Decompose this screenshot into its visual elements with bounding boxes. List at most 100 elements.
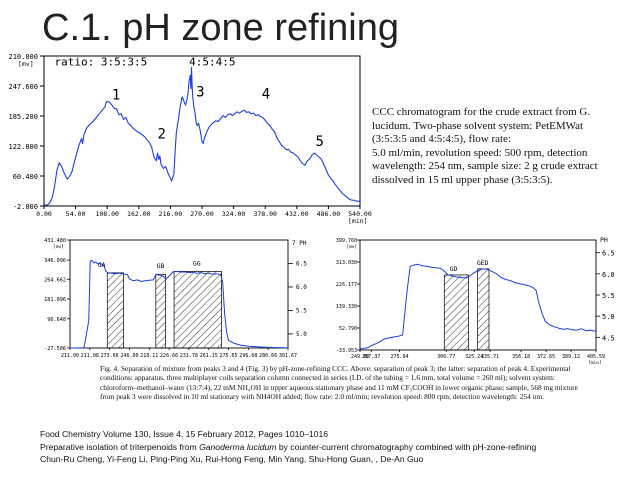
reference-title-suffix: by counter-current chromatography combin… xyxy=(276,441,537,452)
x-tick-label: 324.00 xyxy=(222,210,246,218)
ph-tick-label: 5.0 xyxy=(296,331,307,338)
zone-label: GB xyxy=(157,262,165,270)
zone-label: GG xyxy=(193,259,201,267)
reference-title-italic: Ganoderma lucidum xyxy=(199,441,277,452)
hatched-zone xyxy=(106,272,124,349)
y-unit-label: [mv] xyxy=(18,60,34,68)
description-line: wavelength: 254 nm, sample size: 2 g cru… xyxy=(372,160,598,173)
y-tick-label: -33.953 xyxy=(336,348,357,354)
ratio-label: 4:5:4:5 xyxy=(189,56,235,69)
y-tick-label: 52.790 xyxy=(339,326,357,332)
figure-caption: Fig. 4. Separation of mixture from peaks… xyxy=(100,364,578,402)
hatched-zone xyxy=(443,274,469,351)
ph-tick-label: 6.5 xyxy=(602,250,615,258)
x-tick-label: 211.00 xyxy=(61,353,79,359)
ph-tick-label: 6.0 xyxy=(296,284,307,291)
chromatogram-trace xyxy=(359,263,597,350)
x-tick-label: 270.00 xyxy=(190,210,214,218)
hatched-zone xyxy=(155,273,166,349)
y-tick-label: 185.200 xyxy=(8,113,38,121)
x-tick-label: 218.11 xyxy=(140,353,158,359)
x-tick-label: 335.71 xyxy=(481,354,499,360)
reference: Food Chemistry Volume 130, Issue 4, 15 F… xyxy=(40,428,630,466)
x-tick-label: 325.24 xyxy=(465,354,483,360)
x-tick-label: 405.59 xyxy=(587,354,605,360)
ratio-label: ratio: 3:5:3:5 xyxy=(55,56,148,69)
y-tick-label: 181.096 xyxy=(44,297,66,303)
y-tick-label: 247.600 xyxy=(8,83,38,91)
reference-authors: Chun-Ru Cheng, Yi-Feng Li, Ping-Ping Xu,… xyxy=(40,454,424,465)
chromatogram-trace xyxy=(44,66,360,206)
x-tick-label: 540.00 xyxy=(348,210,372,218)
peak-label: 2 xyxy=(158,127,166,143)
fig4-above-chart: GA GB GG 431.480 346.096 264.662 181.096 96.648… xyxy=(44,238,307,359)
y-tick-label: 346.096 xyxy=(44,258,66,264)
x-tick-label: 246.00 xyxy=(120,353,138,359)
peak-label: 3 xyxy=(196,84,204,100)
y-unit-label: [mv] xyxy=(53,244,64,250)
y-tick-label: -2.000 xyxy=(13,203,38,211)
ph-tick-label: 5.5 xyxy=(296,307,307,314)
x-tick-label: 249.90 xyxy=(351,354,369,360)
peak-label: 5 xyxy=(316,134,324,150)
description-line: dissolved in 15 ml upper phase (3:5:3:5)… xyxy=(372,173,553,186)
zone-label: GA xyxy=(98,261,106,269)
x-tick-label: 378.00 xyxy=(253,210,277,218)
x-tick-label: 216.00 xyxy=(159,210,183,218)
ph-tick-label: 6.5 xyxy=(296,260,307,267)
x-tick-label: 432.00 xyxy=(285,210,309,218)
description-line: CCC chromatogram for the crude extract f… xyxy=(372,106,591,118)
y-tick-label: 399.760 xyxy=(336,238,357,244)
hatched-zone xyxy=(173,271,222,349)
y-tick-label: -27.506 xyxy=(44,346,66,352)
x-tick-label: 231.78 xyxy=(180,353,198,359)
x-tick-label: 0.00 xyxy=(36,210,52,218)
y-tick-label: 210.000 xyxy=(8,53,38,61)
ph-tick-label: 5.0 xyxy=(602,313,615,321)
y-tick-label: 431.480 xyxy=(44,238,66,244)
x-unit-label: [min] xyxy=(588,360,602,364)
x-unit-label: [min] xyxy=(348,217,368,225)
x-tick-label: 372.65 xyxy=(537,354,555,360)
x-tick-label: 296.68 xyxy=(239,353,257,359)
x-tick-label: 108.00 xyxy=(95,210,119,218)
zone-label: GD xyxy=(450,265,458,273)
x-tick-label: 389.12 xyxy=(562,354,580,360)
y-tick-label: 60.400 xyxy=(13,173,38,181)
x-tick-label: 162.00 xyxy=(127,210,151,218)
plot-frame xyxy=(43,55,361,207)
x-tick-label: 211.08 xyxy=(81,353,99,359)
x-tick-label: 306.77 xyxy=(437,354,455,360)
peak-label: 4 xyxy=(262,86,270,102)
chromatogram-trace xyxy=(70,259,289,349)
x-tick-label: 273.66 xyxy=(101,353,119,359)
ph-axis-label: PH xyxy=(600,236,608,244)
x-tick-label: 486.00 xyxy=(317,210,341,218)
y-unit-label: [mv] xyxy=(346,244,357,250)
ph-axis-label: 7 PH xyxy=(292,240,307,247)
y-tick-label: 96.648 xyxy=(47,317,66,323)
y-tick-label: 313.030 xyxy=(336,260,357,266)
x-tick-label: 280.66 xyxy=(259,353,277,359)
y-tick-label: 122.800 xyxy=(8,143,38,151)
peak-label: 1 xyxy=(112,87,120,103)
zone-label: GED xyxy=(477,259,489,267)
ph-tick-label: 6.0 xyxy=(602,271,615,279)
main-chromatogram-chart: 210.000 247.600 185.200 122.800 60.400 -2.000… xyxy=(8,53,372,225)
x-tick-label: 226.66 xyxy=(160,353,178,359)
fig4-latter-chart: GD GED 399.760 313.030 226.177 139.330 52.790 -… xyxy=(336,236,615,364)
x-tick-label: 261.15 xyxy=(200,353,218,359)
x-tick-label: 301.67 xyxy=(279,353,297,359)
slide-title: C.1. pH zone refining xyxy=(42,7,399,49)
y-tick-label: 264.662 xyxy=(44,277,66,283)
ph-tick-label: 4.5 xyxy=(602,334,615,342)
x-tick-label: 257.37 xyxy=(362,354,380,360)
chromatogram-description: CCC chromatogram for the crude extract f… xyxy=(372,106,608,188)
reference-title: Preparative isolation of triterpenoids f… xyxy=(40,441,630,454)
reference-title-prefix: Preparative isolation of triterpenoids f… xyxy=(40,441,200,452)
ph-tick-label: 5.5 xyxy=(602,292,615,300)
x-tick-label: 275.65 xyxy=(220,353,238,359)
description-line: lucidum. Two-phase solvent system: PetEM… xyxy=(372,119,584,132)
x-tick-label: 54.00 xyxy=(66,210,86,218)
y-tick-label: 139.330 xyxy=(336,304,357,310)
